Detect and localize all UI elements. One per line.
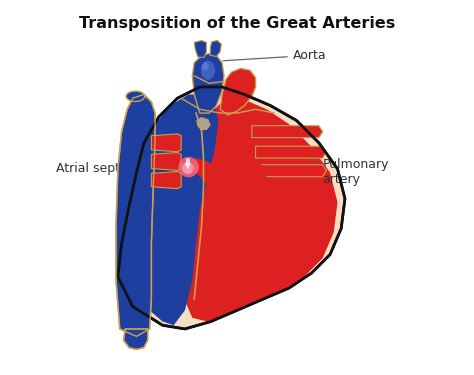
Text: Aorta: Aorta [223,49,327,62]
Polygon shape [185,159,191,170]
Polygon shape [118,87,345,329]
Text: Pulmonary
artery: Pulmonary artery [269,147,389,186]
Polygon shape [151,153,181,170]
Ellipse shape [201,61,215,80]
Ellipse shape [182,162,194,174]
Text: Atrial septal defect: Atrial septal defect [56,162,183,175]
Polygon shape [123,329,148,350]
Polygon shape [151,134,181,152]
Polygon shape [192,158,267,206]
Polygon shape [181,98,337,321]
Ellipse shape [178,157,199,177]
Polygon shape [255,146,326,158]
Polygon shape [210,40,221,57]
Text: Transposition of the Great Arteries: Transposition of the Great Arteries [79,16,395,31]
Polygon shape [252,126,323,138]
Polygon shape [220,68,255,115]
Ellipse shape [126,91,145,102]
Polygon shape [197,117,210,130]
Polygon shape [259,165,326,177]
Polygon shape [122,94,219,325]
Polygon shape [151,171,181,189]
Polygon shape [194,40,207,57]
Ellipse shape [202,62,209,70]
Polygon shape [116,94,155,336]
Polygon shape [192,54,224,113]
